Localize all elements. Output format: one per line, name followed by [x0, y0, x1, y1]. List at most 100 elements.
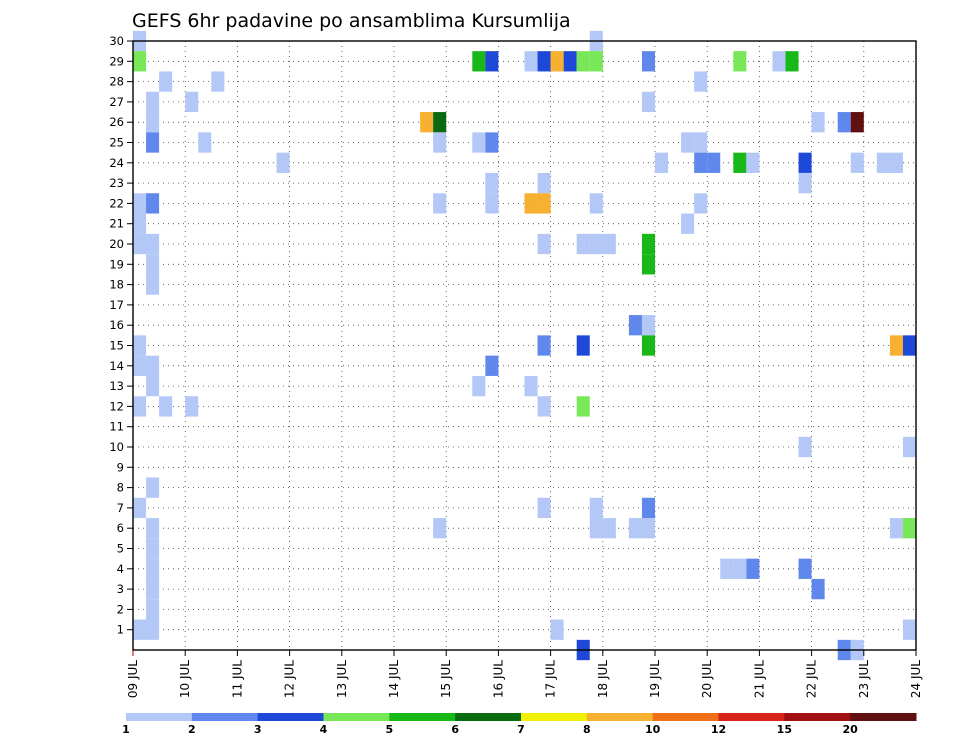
data-cell	[733, 152, 747, 173]
colorbar-label: 10	[645, 723, 661, 736]
data-cell	[537, 193, 551, 214]
x-tick-label: 12 JUL	[283, 660, 297, 698]
y-tick-label: 11	[109, 420, 124, 434]
data-cell	[472, 132, 486, 153]
data-cell	[276, 152, 290, 173]
data-cell	[785, 51, 799, 72]
data-cell	[146, 233, 160, 255]
colorbar-swatch	[586, 713, 654, 721]
data-cell	[146, 112, 160, 133]
data-cell	[146, 132, 160, 153]
data-cell	[146, 355, 160, 376]
colorbar-swatch	[718, 713, 785, 721]
colorbar-swatch	[191, 713, 259, 721]
data-cell	[146, 254, 160, 275]
data-cell	[876, 152, 890, 173]
data-cell	[185, 396, 199, 417]
y-tick-label: 7	[117, 501, 124, 515]
data-cell	[146, 578, 160, 600]
data-cell	[798, 152, 812, 173]
y-tick-label: 1	[117, 623, 124, 637]
data-cell	[198, 132, 212, 153]
data-cell	[889, 335, 903, 356]
colorbar-swatch	[389, 713, 456, 721]
colorbar-label: 8	[583, 723, 591, 736]
data-cell	[472, 375, 486, 397]
data-cell	[798, 436, 812, 458]
x-tick-label: 21 JUL	[752, 660, 766, 698]
data-cell	[485, 193, 499, 214]
data-cell	[146, 375, 160, 397]
data-cell	[694, 193, 708, 214]
data-cell	[602, 518, 616, 539]
data-cell	[694, 132, 708, 153]
data-cell	[159, 71, 173, 92]
data-cell	[485, 132, 499, 153]
data-cell	[537, 497, 551, 519]
data-cell	[589, 193, 603, 214]
data-cell	[146, 274, 160, 295]
data-cell	[641, 254, 655, 275]
data-cell	[133, 213, 147, 234]
colorbar-swatch	[455, 713, 522, 721]
data-cell	[902, 619, 916, 640]
colorbar-swatch	[126, 713, 193, 721]
data-cell	[433, 518, 447, 539]
data-cell	[850, 152, 864, 173]
data-cell	[798, 172, 812, 194]
data-cell	[146, 538, 160, 559]
data-cell	[185, 91, 199, 113]
chart-title: GEFS 6hr padavine po ansamblima Kursumli…	[132, 10, 571, 32]
data-cell	[563, 51, 577, 72]
data-cell	[537, 396, 551, 417]
colorbar-label: 1	[122, 723, 130, 736]
data-cell	[902, 518, 916, 539]
data-cell	[537, 51, 551, 72]
data-cell	[524, 51, 538, 72]
data-cell	[146, 558, 160, 579]
x-tick-label: 14 JUL	[387, 660, 401, 698]
data-cell	[733, 51, 747, 72]
data-cell	[146, 477, 160, 498]
colorbar-label: 3	[254, 723, 262, 736]
cells-layer	[133, 30, 916, 661]
x-tick-label: 09 JUL	[126, 660, 140, 698]
data-cell	[133, 233, 147, 255]
colorbar-label: 6	[451, 723, 459, 736]
data-cell	[902, 436, 916, 458]
y-tick-label: 26	[109, 115, 124, 129]
y-tick-label: 13	[109, 379, 124, 393]
y-tick-label: 23	[109, 176, 124, 190]
data-cell	[146, 193, 160, 214]
data-cell	[589, 233, 603, 255]
data-cell	[681, 213, 695, 234]
data-cell	[133, 335, 147, 356]
x-tick-label: 18 JUL	[596, 660, 610, 698]
colorbar-label: 20	[843, 723, 859, 736]
y-tick-label: 2	[117, 602, 124, 616]
data-cell	[211, 71, 225, 92]
data-cell	[641, 91, 655, 113]
y-tick-label: 15	[109, 339, 124, 353]
data-cell	[133, 396, 147, 417]
y-tick-label: 6	[117, 521, 124, 535]
data-cell	[850, 112, 864, 133]
x-tick-label: 19 JUL	[648, 660, 662, 698]
data-cell	[628, 315, 642, 336]
data-cell	[485, 172, 499, 194]
data-cell	[537, 233, 551, 255]
data-cell	[576, 335, 590, 356]
y-tick-label: 24	[109, 156, 124, 170]
colorbar-swatch	[521, 713, 588, 721]
x-tick-label: 16 JUL	[491, 660, 505, 698]
y-tick-label: 8	[117, 481, 124, 495]
data-cell	[472, 51, 486, 72]
y-tick-label: 27	[109, 95, 124, 109]
data-cell	[159, 396, 173, 417]
y-tick-label: 30	[109, 34, 124, 48]
data-cell	[524, 375, 538, 397]
data-cell	[694, 71, 708, 92]
y-tick-label: 17	[109, 298, 124, 312]
data-cell	[655, 152, 669, 173]
